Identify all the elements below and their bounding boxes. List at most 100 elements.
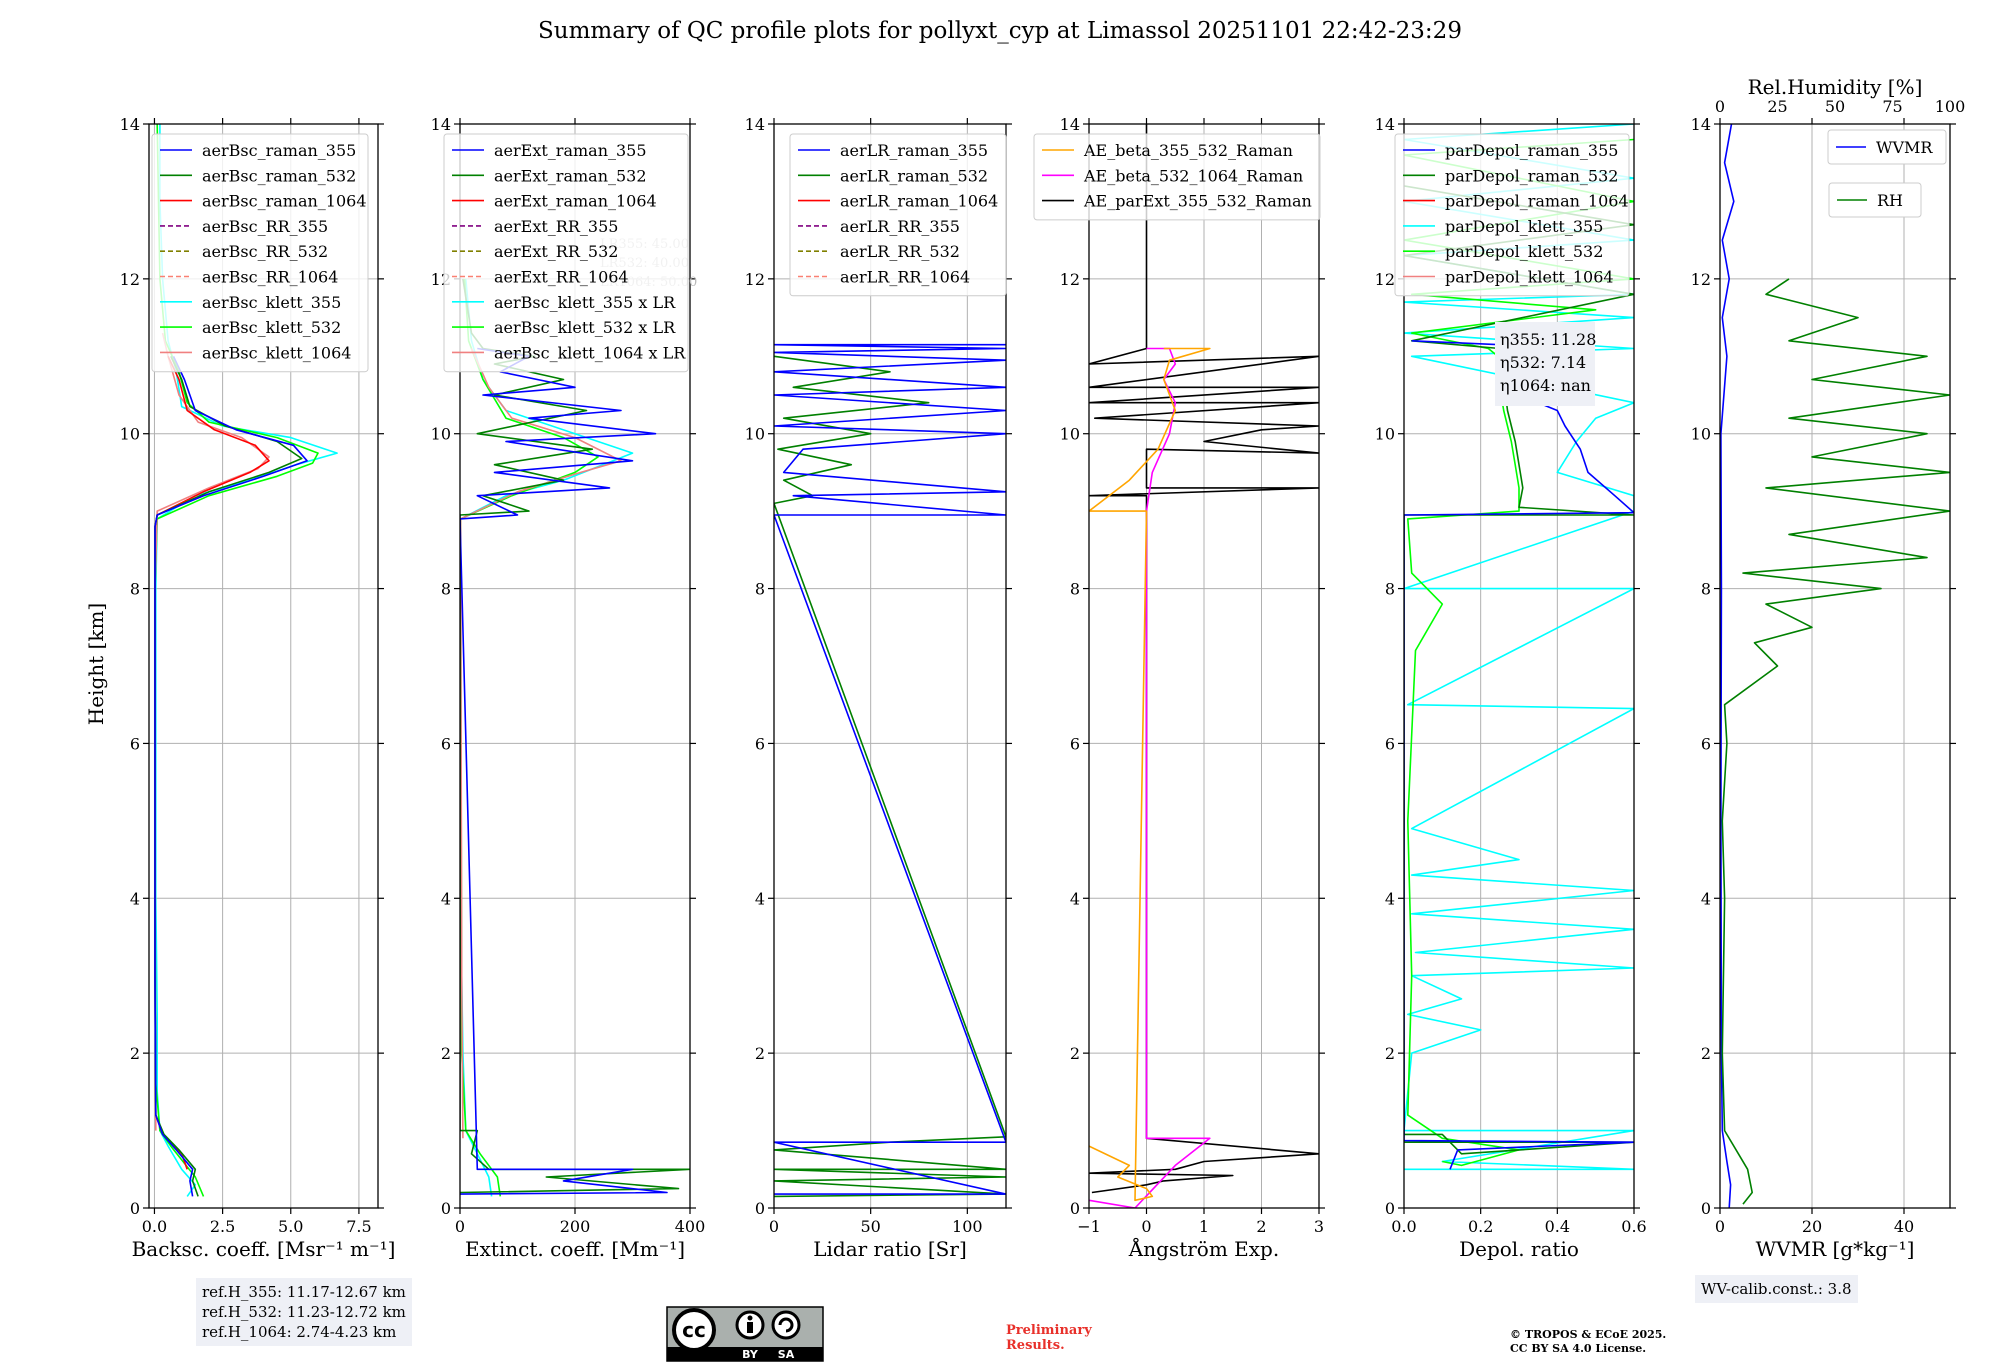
bsc-legend-frame <box>151 133 369 373</box>
ae-xtick-label: 2 <box>1256 1217 1266 1236</box>
wv-ytick-label: 2 <box>1701 1044 1711 1063</box>
lr-ytick-label: 8 <box>755 580 765 599</box>
series-AE_beta_532_1064_Raman <box>1089 347 1211 1208</box>
ae-series <box>1089 124 1319 1208</box>
series-aerBsc_klett_1064 x LR <box>460 348 622 1139</box>
series-aerLR_raman_355 <box>774 343 1006 1195</box>
legend-label-parDepol_klett_355: parDepol_klett_355 <box>1445 217 1603 236</box>
series-aerExt_raman_355 <box>460 347 668 1195</box>
depol-eta-annotation: η532: 7.14 <box>1500 353 1586 372</box>
legend-label-aerBsc_raman_532: aerBsc_raman_532 <box>202 166 356 185</box>
legend-label-RH: RH <box>1877 191 1903 210</box>
series-parDepol_raman_532 <box>1404 185 1634 1155</box>
bsc-ytick-label: 10 <box>120 425 140 444</box>
panel-lr: 0 50 100 0 2 4 6 8 10 12 14 Lidar ratio [Sr] aerLR_r… <box>745 115 1012 1261</box>
lr-ytick-label: 14 <box>745 115 765 134</box>
ae-xtick-label: 3 <box>1314 1217 1324 1236</box>
figure-title: Summary of QC profile plots for pollyxt_… <box>538 18 1462 44</box>
series-aerBsc_klett_532 x LR <box>460 278 599 1197</box>
depol-ytick-label: 0 <box>1385 1199 1395 1218</box>
depol-ytick-label: 2 <box>1385 1044 1395 1063</box>
ext-xtick-label: 0 <box>455 1217 465 1236</box>
series-aerBsc_raman_532 <box>154 355 303 1197</box>
wv-ytick-label: 12 <box>1691 270 1711 289</box>
lr-series <box>774 343 1006 1198</box>
bsc-xtick-label: 7.5 <box>346 1217 371 1236</box>
preliminary-line-1: Preliminary <box>1006 1323 1092 1338</box>
legend-label-aerLR_RR_1064: aerLR_RR_1064 <box>840 268 970 287</box>
ae-legend-frame <box>1033 133 1321 221</box>
ext-xtick-label: 200 <box>560 1217 591 1236</box>
svg-text:cc: cc <box>682 1318 706 1342</box>
depol-ytick-label: 6 <box>1385 734 1395 753</box>
ext-ytick-label: 10 <box>431 425 451 444</box>
wv-ytick-label: 8 <box>1701 580 1711 599</box>
cc-license-badge: cc BY SA <box>666 1306 824 1362</box>
legend-label-AE_beta_532_1064_Raman: AE_beta_532_1064_Raman <box>1083 166 1303 185</box>
depol-eta-annotation: η355: 11.28 <box>1500 330 1596 349</box>
cc-sa-label: SA <box>778 1348 795 1361</box>
depol-xlabel: Depol. ratio <box>1459 1237 1579 1261</box>
depol-axes-frame <box>1403 123 1635 1209</box>
ae-ytick-label: 0 <box>1070 1199 1080 1218</box>
legend-label-AE_beta_355_532_Raman: AE_beta_355_532_Raman <box>1083 141 1293 160</box>
y-axis-label: Height [km] <box>84 603 108 725</box>
cc-logo-icon <box>672 1308 716 1352</box>
panel-depol: 0.0 0.2 0.4 0.6 0 2 4 6 8 10 12 14 Depol. ratio η355:… <box>1375 115 1647 1261</box>
legend-label-aerLR_raman_1064: aerLR_raman_1064 <box>840 192 998 211</box>
copyright-line-1: © TROPOS & ECoE 2025. <box>1510 1328 1667 1341</box>
lr-ytick-label: 0 <box>755 1199 765 1218</box>
wv-xtick-label: 20 <box>1802 1217 1822 1236</box>
wv-top-xlabel: Rel.Humidity [%] <box>1748 75 1923 99</box>
legend-label-aerBsc_klett_1064 x LR: aerBsc_klett_1064 x LR <box>494 343 686 362</box>
depol-eta-box <box>1495 322 1595 406</box>
bsc-xtick-label: 2.5 <box>210 1217 235 1236</box>
bsc-ytick-label: 0 <box>130 1199 140 1218</box>
lr-ytick-label: 6 <box>755 734 765 753</box>
bsc-ytick-label: 2 <box>130 1044 140 1063</box>
wv-xtick-label: 0 <box>1715 1217 1725 1236</box>
legend-label-parDepol_raman_355: parDepol_raman_355 <box>1445 141 1618 160</box>
lr-axes-frame <box>773 123 1007 1209</box>
wv-top-tick-label: 75 <box>1882 97 1902 116</box>
ae-ytick-label: 12 <box>1060 270 1080 289</box>
ref-height-355: ref.H_355: 11.17-12.67 km <box>202 1283 406 1301</box>
panel-bsc: 0.0 2.5 5.0 7.5 0 2 4 6 8 10 12 14 Backsc. coeff. [M… <box>120 115 396 1261</box>
ref-height-1064: ref.H_1064: 2.74-4.23 km <box>202 1323 397 1341</box>
legend-label-parDepol_klett_532: parDepol_klett_532 <box>1445 242 1603 261</box>
bsc-xlabel: Backsc. coeff. [Msr⁻¹ m⁻¹] <box>132 1237 396 1261</box>
legend-label-WVMR: WVMR <box>1876 138 1933 157</box>
legend-label-aerBsc_RR_1064: aerBsc_RR_1064 <box>202 268 338 287</box>
wv-calibration-box: WV-calib.const.: 3.8 <box>1695 1275 1858 1303</box>
ae-ytick-label: 2 <box>1070 1044 1080 1063</box>
series-WVMR <box>1720 124 1735 1208</box>
bsc-ytick-label: 6 <box>130 734 140 753</box>
preliminary-line-2: Results. <box>1006 1338 1065 1353</box>
bsc-xtick-label: 5.0 <box>278 1217 303 1236</box>
wv-legend-frame <box>1827 129 1947 165</box>
depol-legend-frame <box>1394 133 1630 297</box>
ae-xtick-label: −1 <box>1077 1217 1101 1236</box>
legend-label-aerBsc_klett_1064: aerBsc_klett_1064 <box>202 343 351 362</box>
depol-ytick-label: 12 <box>1375 270 1395 289</box>
ext-ytick-label: 2 <box>441 1044 451 1063</box>
lr-ytick-label: 4 <box>755 889 765 908</box>
lr-ytick-label: 2 <box>755 1044 765 1063</box>
depol-ytick-label: 10 <box>1375 425 1395 444</box>
reference-height-box: ref.H_355: 11.17-12.67 km ref.H_532: 11.… <box>196 1278 412 1346</box>
wv-top-tick-label: 50 <box>1825 97 1845 116</box>
legend-label-aerExt_raman_532: aerExt_raman_532 <box>494 166 647 185</box>
series-aerBsc_klett_1064 <box>154 332 270 1131</box>
lr-xtick-label: 100 <box>952 1217 983 1236</box>
ae-xtick-label: 1 <box>1199 1217 1209 1236</box>
wv-ytick-label: 6 <box>1701 734 1711 753</box>
depol-eta-annotation: η1064: nan <box>1500 376 1591 395</box>
bsc-ytick-label: 12 <box>120 270 140 289</box>
legend-label-aerBsc_RR_355: aerBsc_RR_355 <box>202 217 328 236</box>
legend-label-aerExt_RR_1064: aerExt_RR_1064 <box>494 268 629 287</box>
wv-top-tick-label: 0 <box>1715 97 1725 116</box>
share-alike-icon <box>771 1310 801 1340</box>
ext-ytick-label: 14 <box>431 115 451 134</box>
